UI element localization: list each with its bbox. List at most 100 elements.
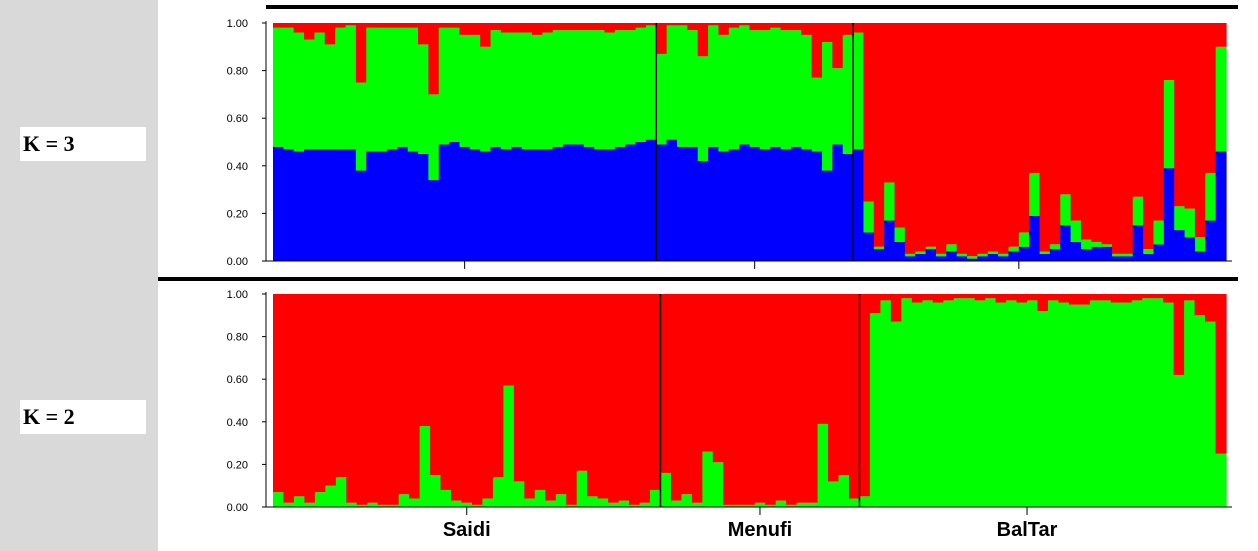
bar-segment-green (953, 298, 965, 507)
bar-segment-red (639, 294, 651, 503)
bar-segment-red (967, 23, 978, 257)
bar-segment-green (629, 504, 641, 507)
bar-segment-red (848, 294, 861, 499)
bar-segment-green (438, 27, 450, 145)
bar-segment-red (293, 23, 305, 33)
bar-segment-green (366, 27, 378, 152)
bar-segment-blue (293, 151, 305, 261)
bar-segment-blue (1091, 246, 1103, 261)
bar-segment-blue (1049, 249, 1061, 261)
bar-segment-green (828, 481, 840, 507)
bar-segment-blue (977, 256, 989, 261)
bar-segment-green (490, 30, 502, 147)
bar-segment-blue (573, 144, 585, 261)
bar-segment-red (1205, 294, 1217, 322)
y-tick-label: 0.80 (227, 332, 248, 344)
bar-segment-red (1049, 23, 1061, 245)
bar-segment-green (822, 42, 833, 171)
bar-segment-green (618, 500, 630, 507)
bar-segment-red (1037, 294, 1049, 312)
bar-segment-red (1163, 23, 1175, 81)
bar-segment-red (712, 294, 724, 463)
bar-segment-red (759, 23, 771, 31)
bar-segment-green (583, 30, 595, 147)
bar-segment-red (880, 294, 892, 301)
bar-segment-red (956, 23, 968, 254)
bar-segment-red (1131, 294, 1143, 301)
y-tick-label: 0.00 (227, 256, 248, 268)
bar-segment-blue (780, 149, 792, 261)
bar-segment-blue (770, 146, 782, 261)
bar-segment-red (1080, 23, 1092, 240)
bar-segment-red (796, 294, 808, 503)
bar-segment-red (828, 294, 840, 482)
bar-segment-red (597, 294, 609, 499)
bar-segment-blue (873, 249, 885, 261)
bar-segment-green (943, 300, 955, 507)
bar-segment-green (884, 182, 896, 221)
bar-segment-red (449, 23, 461, 28)
bar-segment-green (449, 27, 461, 142)
bar-segment-green (838, 475, 850, 507)
bar-segment-green (325, 485, 337, 507)
bar-segment-red (324, 23, 336, 45)
bar-segment-green (273, 27, 284, 147)
bar-segment-blue (511, 146, 523, 261)
bar-segment-red (697, 23, 709, 57)
bar-segment-red (670, 294, 683, 501)
bar-segment-green (691, 502, 703, 507)
bar-segment-red (1091, 23, 1103, 242)
bar-segment-red (953, 294, 965, 299)
bar-segment-red (780, 23, 792, 31)
bar-segment-blue (366, 151, 378, 261)
bar-segment-red (660, 294, 672, 473)
bar-segment-red (842, 23, 854, 35)
bar-segment-green (1215, 46, 1227, 152)
bar-segment-green (545, 500, 557, 507)
bar-segment-blue (645, 139, 657, 261)
bar-segment-blue (728, 149, 740, 261)
bar-segment-red (645, 23, 657, 26)
bar-segment-red (1008, 23, 1020, 247)
bar-segment-green (534, 489, 546, 507)
bar-segment-blue (811, 151, 823, 261)
bar-segment-blue (407, 151, 419, 261)
bar-segment-red (1006, 294, 1018, 301)
bar-segment-green (1049, 244, 1061, 250)
bar-segment-green (880, 300, 892, 507)
bar-segment-red (503, 294, 515, 386)
bar-segment-green (946, 244, 958, 252)
bar-segment-red (964, 294, 976, 299)
bar-segment-blue (469, 149, 481, 261)
bar-segment-red (283, 294, 295, 503)
bar-segment-green (733, 504, 745, 507)
bar-segment-green (587, 496, 599, 507)
bar-segment-green (1132, 196, 1144, 226)
bar-segment-red (1039, 23, 1051, 252)
bar-segment-green (712, 462, 724, 507)
bar-segment-red (1121, 294, 1133, 303)
bar-segment-blue (594, 149, 606, 261)
bar-segment-green (1184, 208, 1196, 238)
bar-segment-red (531, 23, 543, 35)
bar-segment-green (697, 56, 709, 162)
bar-segment-green (1143, 249, 1155, 254)
bar-segment-red (482, 294, 494, 499)
bar-segment-green (503, 385, 515, 507)
bar-segment-green (398, 494, 410, 507)
bar-segment-green (915, 251, 927, 254)
bar-segment-green (513, 481, 525, 507)
bar-segment-green (1110, 302, 1122, 507)
bar-segment-red (943, 294, 955, 301)
bar-segment-green (614, 30, 626, 147)
bar-segment-red (1184, 23, 1196, 209)
left-sidebar-panel (0, 0, 158, 551)
bar-segment-green (832, 68, 844, 145)
bar-segment-red (273, 23, 284, 28)
bar-segment-green (356, 504, 368, 507)
bar-segment-green (555, 494, 567, 507)
bar-segment-green (367, 502, 379, 507)
bar-segment-green (418, 44, 429, 154)
bar-segment-blue (304, 149, 316, 261)
bar-segment-red (566, 294, 578, 505)
